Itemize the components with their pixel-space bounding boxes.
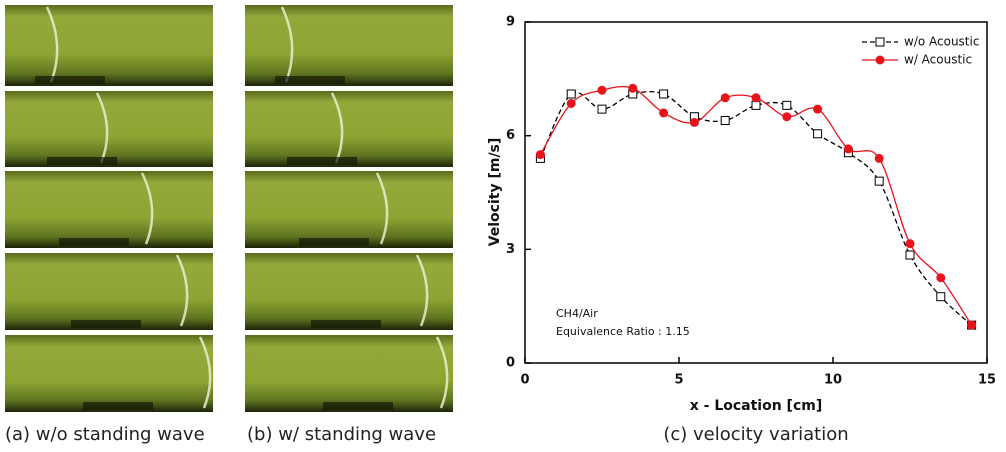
marker	[782, 100, 792, 110]
marker	[597, 85, 607, 95]
marker	[689, 117, 699, 127]
marker	[813, 129, 823, 139]
legend-label: w/o Acoustic	[904, 35, 979, 49]
marker	[566, 89, 576, 99]
x-axis-label: x - Location [cm]	[690, 398, 823, 414]
flame-front	[415, 254, 429, 327]
marker	[843, 144, 853, 154]
annotation: Equivalence Ratio : 1.15	[556, 325, 690, 338]
marker	[720, 116, 730, 126]
flame-front	[375, 172, 389, 245]
flame-front	[45, 6, 59, 83]
photo-strip	[5, 253, 213, 330]
marker	[905, 250, 915, 260]
flame-front	[198, 336, 212, 409]
photo-strip	[5, 171, 213, 248]
flame-front	[140, 172, 154, 245]
marker	[720, 93, 730, 103]
soot	[59, 238, 129, 246]
y-axis-label: Velocity [m/s]	[487, 138, 503, 247]
soot	[323, 402, 393, 410]
photo-strip	[5, 335, 213, 412]
soot	[47, 157, 117, 165]
caption: (b) w/ standing wave	[247, 424, 436, 445]
marker	[813, 104, 823, 114]
marker	[566, 98, 576, 108]
series-line	[539, 90, 973, 326]
marker	[967, 320, 977, 330]
marker	[874, 153, 884, 163]
photo-strip	[245, 253, 453, 330]
marker	[751, 93, 761, 103]
flame-front	[95, 92, 109, 164]
soot	[83, 402, 153, 410]
caption: (a) w/o standing wave	[5, 424, 205, 445]
soot	[311, 320, 381, 328]
marker	[597, 104, 607, 114]
photo-panels	[5, 5, 453, 412]
x-tick-label: 15	[978, 373, 996, 388]
soot	[35, 76, 105, 84]
photo-strip	[245, 91, 453, 167]
series-line	[539, 85, 973, 326]
legend-label: w/ Acoustic	[904, 53, 972, 67]
marker	[628, 83, 638, 93]
y-tick-label: 0	[506, 356, 515, 371]
soot	[299, 238, 369, 246]
x-tick-label: 10	[824, 373, 842, 388]
marker	[782, 112, 792, 122]
photo-strip	[5, 91, 213, 167]
legend-marker	[875, 37, 885, 47]
marker	[874, 176, 884, 186]
flame-front	[280, 6, 294, 83]
caption: (c) velocity variation	[663, 424, 848, 445]
marker	[659, 108, 669, 118]
flame-front	[435, 336, 449, 409]
soot	[287, 157, 357, 165]
marker	[936, 273, 946, 283]
y-tick-label: 3	[506, 242, 515, 257]
plot-frame	[524, 21, 988, 364]
y-tick-label: 6	[506, 128, 515, 143]
x-tick-label: 0	[520, 373, 529, 388]
y-tick-label: 9	[506, 15, 515, 30]
marker	[535, 150, 545, 160]
photo-strip	[245, 5, 453, 86]
flame-front	[175, 254, 189, 327]
x-tick-label: 5	[674, 373, 683, 388]
marker	[659, 89, 669, 99]
photo-strip	[245, 335, 453, 412]
legend-marker	[875, 55, 885, 65]
soot	[71, 320, 141, 328]
soot	[275, 76, 345, 84]
marker	[936, 292, 946, 302]
marker	[905, 239, 915, 249]
annotation: CH4/Air	[556, 307, 598, 320]
photo-strip	[245, 171, 453, 248]
photo-strip	[5, 5, 213, 86]
flame-front	[330, 92, 344, 164]
marker	[751, 100, 761, 110]
